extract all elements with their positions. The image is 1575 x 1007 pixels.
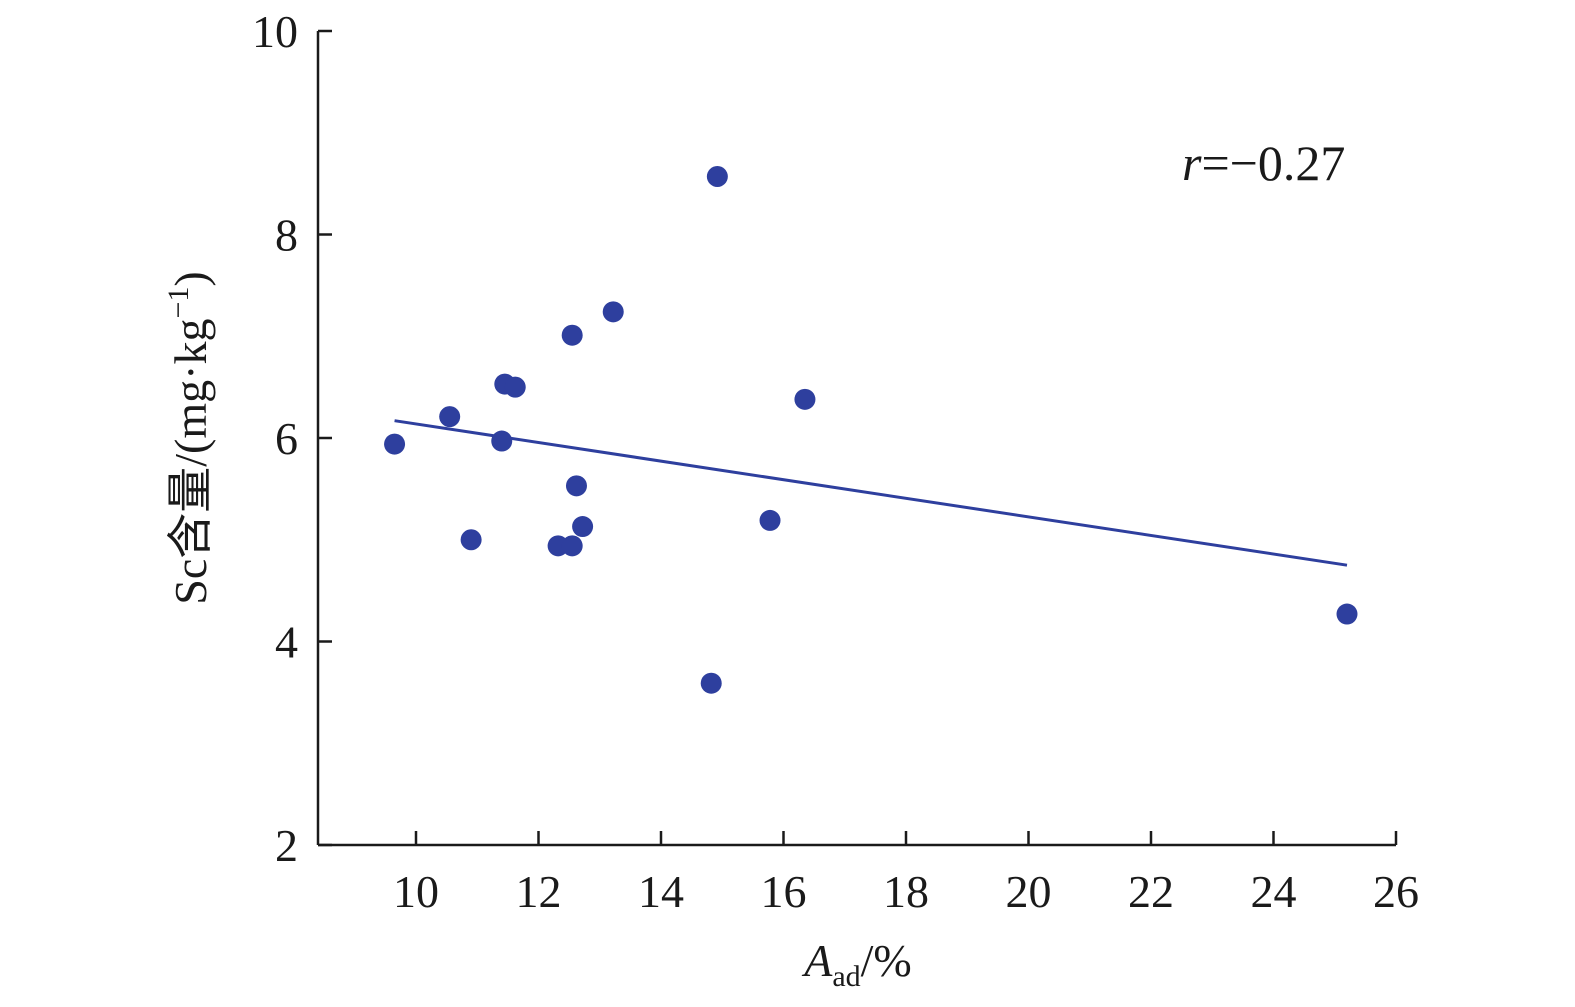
y-axis-title: Sc含量/(mg·kg−1): [162, 271, 216, 604]
data-point: [706, 166, 728, 188]
x-axis-title: Aad/%: [801, 935, 912, 993]
y-axis-title-prefix: Sc含量/(mg·kg: [165, 319, 216, 605]
data-point: [561, 324, 583, 346]
x-tick-label: 26: [1373, 866, 1419, 917]
trendline: [394, 419, 1348, 567]
data-point: [1336, 603, 1358, 625]
y-tick-label: 8: [275, 210, 298, 261]
y-tick-label: 6: [275, 413, 298, 464]
x-tick-label: 24: [1251, 866, 1297, 917]
y-axis-title-suffix: ): [165, 271, 216, 286]
correlation-annotation: r=−0.27: [1182, 135, 1345, 191]
x-tick-label: 18: [883, 866, 929, 917]
trendline-group: [394, 419, 1348, 567]
y-axis-title-superscript: −1: [162, 287, 195, 319]
x-tick-label: 16: [761, 866, 807, 917]
x-axis-title-suffix: /%: [861, 935, 912, 986]
correlation-variable: r: [1182, 135, 1202, 191]
correlation-value: =−0.27: [1201, 135, 1345, 191]
y-tick-label: 10: [252, 6, 298, 57]
x-tick-label: 10: [393, 866, 439, 917]
data-point: [759, 509, 781, 531]
data-point: [565, 475, 587, 497]
data-points: [384, 166, 1358, 694]
data-point: [504, 376, 526, 398]
data-point: [384, 433, 406, 455]
x-tick-label: 12: [516, 866, 562, 917]
x-tick-label: 14: [638, 866, 684, 917]
data-point: [460, 529, 482, 551]
x-tick-label: 20: [1006, 866, 1052, 917]
data-point: [700, 672, 722, 694]
x-axis-title-main: A: [801, 935, 833, 986]
data-point: [439, 406, 461, 428]
x-tick-label: 22: [1128, 866, 1174, 917]
y-tick-label: 4: [275, 617, 298, 668]
x-axis-title-subscript: ad: [832, 960, 860, 993]
y-ticks: 2 4 6 8 10: [252, 6, 332, 871]
data-point: [602, 301, 624, 323]
data-point: [561, 535, 583, 557]
data-point: [491, 430, 513, 452]
x-ticks: 10 12 14 16 18 20 22 24 26: [393, 831, 1419, 917]
data-point: [572, 516, 594, 538]
data-point: [794, 388, 816, 410]
y-tick-label: 2: [275, 820, 298, 871]
